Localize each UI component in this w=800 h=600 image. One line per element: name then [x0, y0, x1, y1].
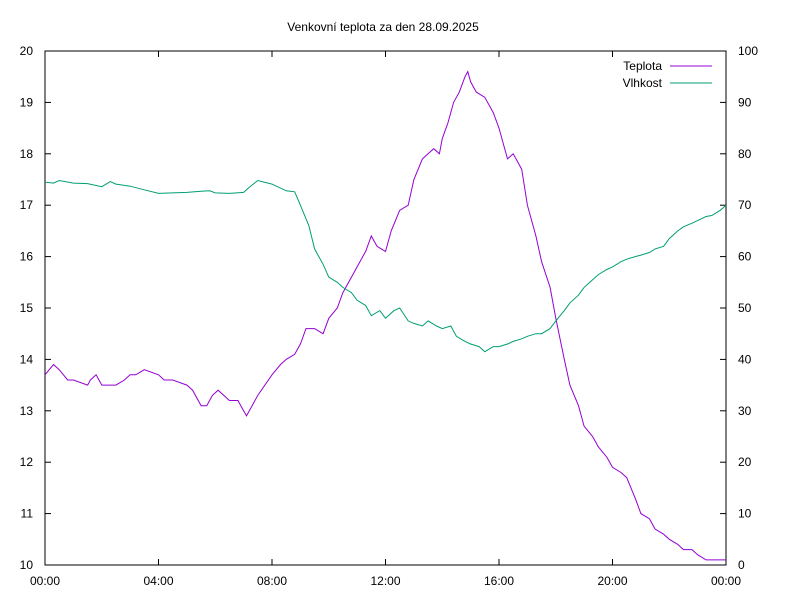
y-left-tick-label: 10 [20, 558, 34, 572]
legend-label: Vlhkost [623, 76, 663, 90]
series-line-vlhkost [44, 179, 727, 353]
y-right-tick-label: 0 [738, 558, 745, 572]
axis-ticks: 10 11 12 13 14 15 16 17 18 19 20 0 10 20 30 40 50 60 70 80 9… [20, 44, 759, 588]
legend: Teplota Vlhkost [623, 59, 712, 90]
x-tick-label: 04:00 [143, 574, 173, 588]
x-tick-label: 08:00 [257, 574, 287, 588]
y-left-tick-label: 11 [21, 507, 34, 521]
y-left-tick-label: 19 [20, 95, 34, 109]
y-left-tick-label: 18 [20, 147, 34, 161]
y-right-tick-label: 30 [738, 404, 752, 418]
y-left-tick-label: 20 [20, 44, 34, 58]
y-right-tick-label: 60 [738, 250, 752, 264]
chart-title: Venkovní teplota za den 28.09.2025 [287, 20, 479, 34]
y-left-tick-label: 16 [20, 250, 34, 264]
y-right-tick-label: 20 [738, 455, 752, 469]
plot-frame [44, 50, 727, 566]
y-left-tick-label: 15 [20, 301, 34, 315]
x-tick-label: 16:00 [484, 574, 514, 588]
series-line-teplota [44, 70, 726, 561]
x-tick-label: 20:00 [597, 574, 627, 588]
y-right-tick-label: 50 [738, 301, 752, 315]
y-left-tick-label: 17 [20, 198, 34, 212]
y-right-tick-label: 10 [738, 507, 752, 521]
y-right-tick-label: 40 [738, 352, 752, 366]
legend-label: Teplota [623, 59, 662, 73]
x-tick-label: 00:00 [711, 574, 741, 588]
y-left-tick-label: 12 [20, 455, 34, 469]
x-tick-label: 00:00 [30, 574, 60, 588]
y-right-tick-label: 100 [738, 44, 758, 58]
x-tick-label: 12:00 [370, 574, 400, 588]
y-left-tick-label: 13 [20, 404, 34, 418]
y-right-tick-label: 90 [738, 95, 752, 109]
y-right-tick-label: 80 [738, 147, 752, 161]
series-lines [44, 70, 727, 561]
y-left-tick-label: 14 [20, 352, 34, 366]
y-right-tick-label: 70 [738, 198, 752, 212]
